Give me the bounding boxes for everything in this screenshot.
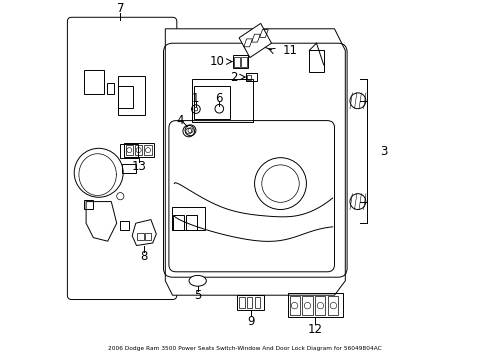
Bar <box>328 296 338 315</box>
Bar <box>125 145 133 155</box>
Bar <box>287 293 343 317</box>
Bar <box>194 86 230 119</box>
Bar <box>120 221 129 230</box>
Bar <box>246 73 257 81</box>
Text: 2: 2 <box>230 71 238 84</box>
Bar <box>118 86 133 108</box>
Text: 4: 4 <box>176 114 184 127</box>
Polygon shape <box>239 23 271 58</box>
Bar <box>137 233 143 240</box>
Bar <box>118 76 144 115</box>
Bar <box>302 296 312 315</box>
Bar <box>172 207 204 230</box>
Text: 12: 12 <box>307 323 322 336</box>
Text: 11: 11 <box>282 44 297 57</box>
Bar <box>238 297 244 308</box>
Bar <box>315 296 325 315</box>
Text: 8: 8 <box>140 250 147 263</box>
Text: 10: 10 <box>209 55 224 68</box>
Polygon shape <box>132 220 156 246</box>
Bar <box>186 215 197 230</box>
Bar <box>144 145 151 155</box>
Bar <box>237 295 264 310</box>
Bar <box>107 83 114 94</box>
FancyBboxPatch shape <box>67 17 177 300</box>
Bar <box>84 200 93 209</box>
Bar <box>247 75 250 80</box>
Text: 7: 7 <box>116 3 124 15</box>
Text: 13: 13 <box>131 160 146 173</box>
Bar <box>192 79 253 122</box>
Bar <box>254 297 260 308</box>
Text: 6: 6 <box>215 92 223 105</box>
Text: 2006 Dodge Ram 3500 Power Seats Switch-Window And Door Lock Diagram for 56049804: 2006 Dodge Ram 3500 Power Seats Switch-W… <box>107 346 381 351</box>
Polygon shape <box>165 29 345 295</box>
Text: 9: 9 <box>246 315 254 328</box>
Bar <box>232 55 247 68</box>
Ellipse shape <box>189 275 206 286</box>
Text: 3: 3 <box>380 145 387 158</box>
Bar <box>309 50 323 72</box>
Bar <box>145 233 151 240</box>
Bar <box>135 145 142 155</box>
Bar <box>84 70 104 94</box>
Bar <box>122 164 136 173</box>
Bar <box>120 144 138 158</box>
Bar <box>289 296 299 315</box>
Text: 1: 1 <box>192 92 199 105</box>
Bar <box>123 143 154 157</box>
Bar <box>246 297 252 308</box>
Bar <box>241 57 246 67</box>
Bar <box>173 215 183 230</box>
Text: 5: 5 <box>194 289 201 302</box>
Bar <box>234 57 239 67</box>
